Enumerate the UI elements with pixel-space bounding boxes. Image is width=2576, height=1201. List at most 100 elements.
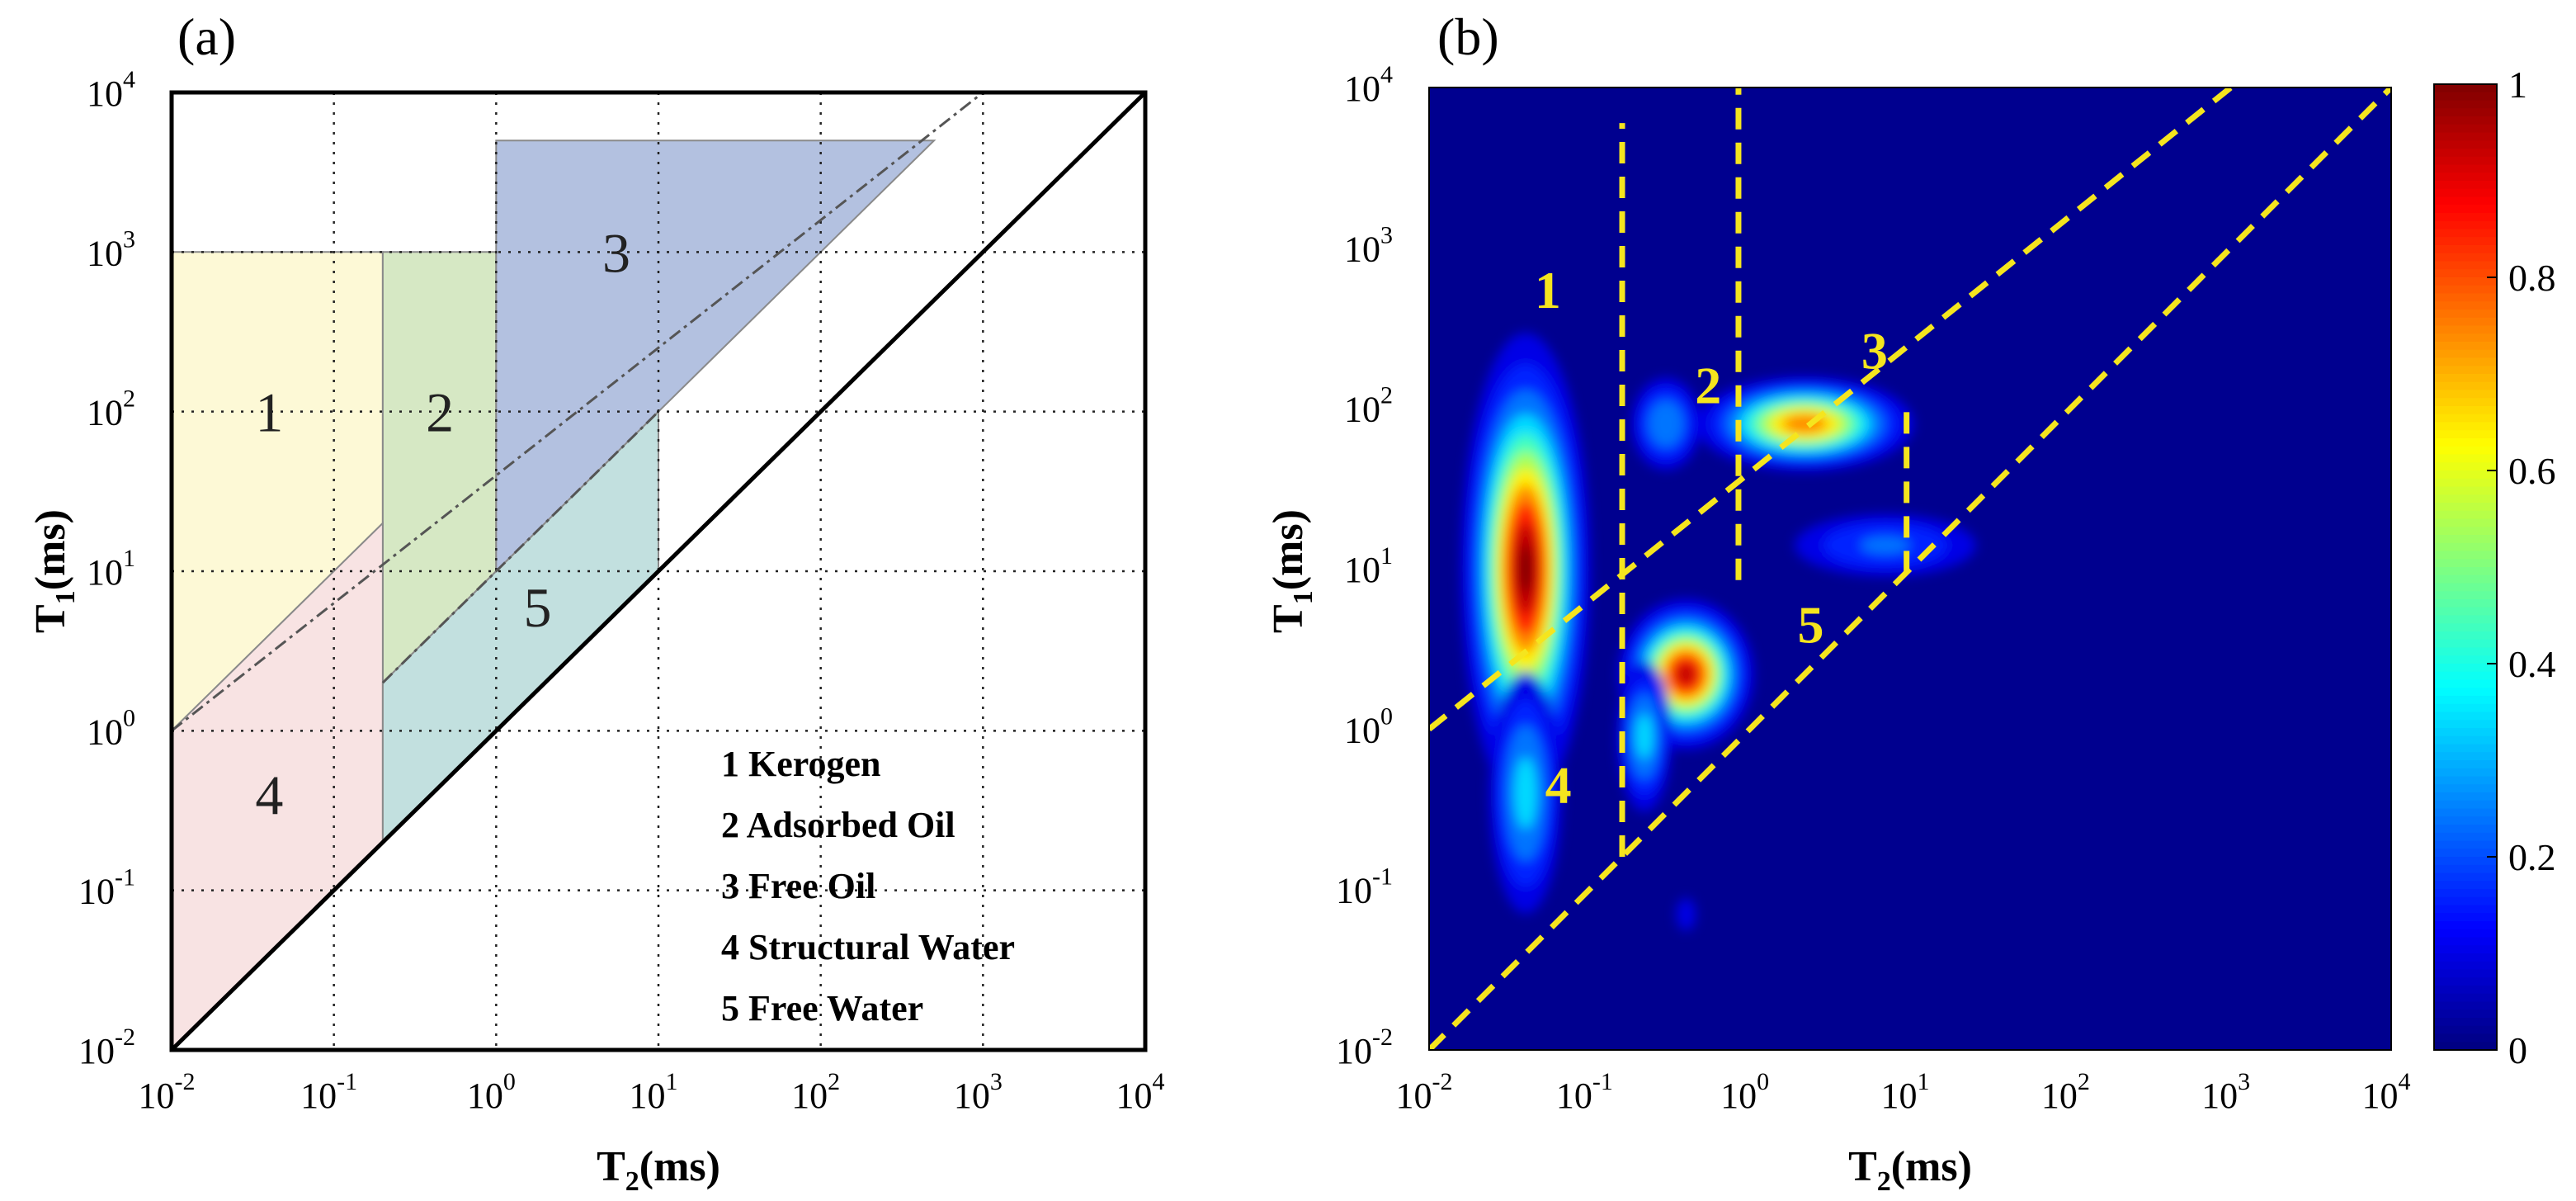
colorbar-segment bbox=[2434, 961, 2497, 971]
colorbar-segment bbox=[2434, 977, 2497, 986]
panel-a-x-axis-title: T2(ms) bbox=[597, 1143, 720, 1197]
colorbar-segment bbox=[2434, 366, 2497, 375]
colorbar-segment bbox=[2434, 776, 2497, 786]
colorbar-segment bbox=[2434, 149, 2497, 158]
colorbar-segment bbox=[2434, 1018, 2497, 1027]
colorbar-segment bbox=[2434, 357, 2497, 367]
panel-b-y-tick-label: 102 bbox=[1344, 382, 1393, 430]
colorbar-segment bbox=[2434, 542, 2497, 552]
colorbar-segment bbox=[2434, 349, 2497, 359]
colorbar-segment bbox=[2434, 470, 2497, 480]
colorbar-segment bbox=[2434, 993, 2497, 1003]
colorbar-segment bbox=[2434, 478, 2497, 488]
colorbar-segment bbox=[2434, 599, 2497, 608]
panel-b-x-tick-label: 102 bbox=[2041, 1068, 2090, 1116]
colorbar-segment bbox=[2434, 261, 2497, 271]
colorbar-tick-label: 0.6 bbox=[2508, 450, 2556, 492]
colorbar-tick-label: 0.2 bbox=[2508, 836, 2556, 878]
colorbar-segment bbox=[2434, 559, 2497, 568]
panel-b-x-axis-title: T2(ms) bbox=[1848, 1143, 1972, 1197]
colorbar-segment bbox=[2434, 285, 2497, 295]
colorbar-segment bbox=[2434, 277, 2497, 286]
colorbar-segment bbox=[2434, 253, 2497, 262]
colorbar-segment bbox=[2434, 430, 2497, 439]
colorbar-segment bbox=[2434, 735, 2497, 745]
colorbar-segment bbox=[2434, 615, 2497, 625]
heatmap-contour bbox=[1861, 537, 1910, 554]
heatmap-contour bbox=[1636, 714, 1653, 759]
colorbar-segment bbox=[2434, 864, 2497, 874]
colorbar-segment bbox=[2434, 342, 2497, 351]
colorbar-segment bbox=[2434, 446, 2497, 456]
panel-b-y-ticks: 10-2 10-1 100 101 102 103 104 bbox=[1336, 61, 1393, 1071]
panel-a-y-tick-label: 10-1 bbox=[78, 864, 135, 912]
panel-b-y-tick-label: 10-1 bbox=[1336, 863, 1393, 911]
colorbar-segment bbox=[2434, 116, 2497, 125]
panel-b-y-axis-title: T1(ms) bbox=[1265, 509, 1319, 633]
colorbar-segment bbox=[2434, 872, 2497, 882]
colorbar-segment bbox=[2434, 896, 2497, 906]
colorbar-segment bbox=[2434, 639, 2497, 649]
panel-a-x-tick-label: 10-2 bbox=[139, 1068, 196, 1116]
region-1-label: 1 bbox=[255, 381, 283, 444]
colorbar-segment bbox=[2434, 92, 2497, 102]
colorbar: 0 0.2 0.4 0.6 0.8 1 bbox=[2433, 64, 2556, 1071]
colorbar-segment bbox=[2434, 527, 2497, 536]
region-4-label: 4 bbox=[255, 764, 283, 826]
panel-a-y-axis-title: T1(ms) bbox=[27, 509, 81, 633]
colorbar-segment bbox=[2434, 816, 2497, 825]
colorbar-segment bbox=[2434, 857, 2497, 866]
colorbar-segment bbox=[2434, 905, 2497, 915]
region-5-label: 5 bbox=[524, 576, 552, 639]
colorbar-segment bbox=[2434, 535, 2497, 544]
colorbar-segment bbox=[2434, 969, 2497, 979]
colorbar-segment bbox=[2434, 945, 2497, 954]
panel-b-x-tick-label: 10-2 bbox=[1396, 1068, 1453, 1116]
panel-b-boundary-lines bbox=[1429, 87, 2391, 1050]
colorbar-segment bbox=[2434, 840, 2497, 850]
colorbar-segment bbox=[2434, 333, 2497, 343]
diagonal-line bbox=[170, 91, 1147, 1052]
colorbar-segment bbox=[2434, 438, 2497, 447]
heatmap-peak bbox=[1676, 898, 1696, 931]
heatmap-contour bbox=[1676, 898, 1696, 931]
colorbar-segment bbox=[2434, 889, 2497, 898]
panel-b-y-tick-label: 104 bbox=[1344, 61, 1393, 109]
colorbar-segment bbox=[2434, 390, 2497, 400]
colorbar-segment bbox=[2434, 181, 2497, 190]
colorbar-tick-label: 0 bbox=[2508, 1029, 2527, 1071]
panel-a-regions bbox=[171, 139, 937, 1052]
colorbar-segment bbox=[2434, 293, 2497, 303]
colorbar-segment bbox=[2434, 832, 2497, 842]
colorbar-segment bbox=[2434, 100, 2497, 110]
colorbar-segment bbox=[2434, 510, 2497, 520]
colorbar-segment bbox=[2434, 310, 2497, 319]
colorbar-segment bbox=[2434, 1010, 2497, 1019]
panel-a-region-labels: 1 2 3 4 5 bbox=[255, 221, 630, 826]
colorbar-segment bbox=[2434, 301, 2497, 310]
colorbar-segment bbox=[2434, 696, 2497, 705]
panel-a-x-tick-label: 10-1 bbox=[300, 1068, 357, 1116]
colorbar-segment bbox=[2434, 494, 2497, 504]
colorbar-segment bbox=[2434, 937, 2497, 947]
panel-b-y-tick-label: 10-2 bbox=[1336, 1024, 1393, 1071]
panel-b-region-labels: 1 2 3 4 5 bbox=[1535, 261, 1888, 815]
colorbar-segment bbox=[2434, 825, 2497, 834]
colorbar-segment bbox=[2434, 229, 2497, 239]
legend-entry: 4 Structural Water bbox=[721, 927, 1015, 967]
colorbar-segment bbox=[2434, 744, 2497, 754]
panel-b-region-label: 3 bbox=[1861, 321, 1888, 380]
colorbar-segment bbox=[2434, 406, 2497, 415]
colorbar-segment bbox=[2434, 712, 2497, 721]
colorbar-tick-label: 0.4 bbox=[2508, 643, 2556, 685]
colorbar-segment bbox=[2434, 583, 2497, 593]
colorbar-tick-label: 1 bbox=[2508, 64, 2527, 106]
panel-a-y-tick-label: 103 bbox=[87, 225, 135, 273]
colorbar-segment bbox=[2434, 953, 2497, 962]
legend-entry: 3 Free Oil bbox=[721, 866, 875, 906]
colorbar-segment bbox=[2434, 760, 2497, 769]
colorbar-segment bbox=[2434, 374, 2497, 383]
